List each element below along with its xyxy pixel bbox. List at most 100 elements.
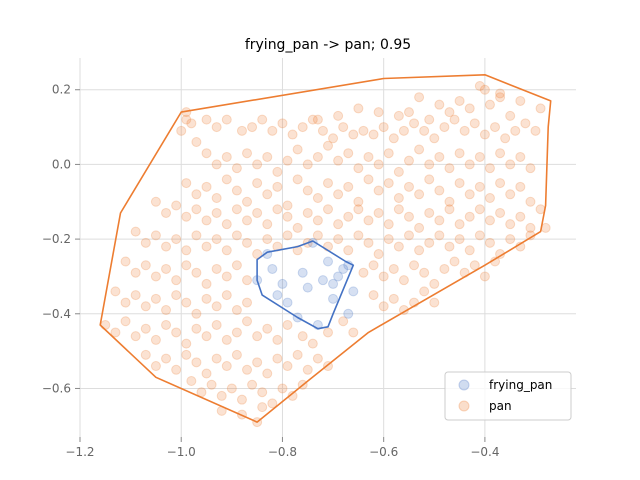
- point-pan: [221, 290, 232, 301]
- point-pan: [267, 398, 278, 409]
- point-pan: [181, 297, 192, 308]
- x-tick-label: −1.2: [65, 445, 94, 459]
- y-tick-label: 0.0: [52, 157, 71, 171]
- point-pan: [307, 114, 318, 125]
- point-pan: [464, 245, 475, 256]
- point-pan: [191, 230, 202, 241]
- point-pan: [161, 319, 172, 330]
- point-pan: [231, 204, 242, 215]
- point-pan: [211, 353, 222, 364]
- point-pan: [201, 293, 212, 304]
- point-pan: [444, 163, 455, 174]
- point-pan: [484, 163, 495, 174]
- point-pan: [140, 237, 151, 248]
- point-pan: [186, 118, 197, 129]
- x-tick-label: −0.4: [470, 445, 499, 459]
- point-pan: [464, 159, 475, 170]
- point-pan: [110, 286, 121, 297]
- point-pan: [479, 271, 490, 282]
- point-pan: [403, 181, 414, 192]
- point-pan: [181, 211, 192, 222]
- point-pan: [388, 293, 399, 304]
- point-pan: [201, 241, 212, 252]
- point-pan: [474, 230, 485, 241]
- legend-box: [444, 371, 572, 421]
- point-pan: [393, 204, 404, 215]
- point-pan: [505, 234, 516, 245]
- point-pan: [333, 110, 344, 121]
- x-tick-label: −0.8: [268, 445, 297, 459]
- point-pan: [439, 122, 450, 133]
- point-pan: [252, 207, 263, 218]
- point-pan: [409, 118, 420, 129]
- point-pan: [242, 275, 253, 286]
- point-pan: [495, 178, 506, 189]
- point-pan: [120, 316, 131, 327]
- point-pan: [201, 148, 212, 159]
- point-pan: [191, 267, 202, 278]
- point-pan: [231, 230, 242, 241]
- point-pan: [211, 207, 222, 218]
- point-pan: [348, 327, 359, 338]
- point-pan: [282, 361, 293, 372]
- point-pan: [495, 92, 506, 103]
- point-pan: [262, 219, 273, 230]
- point-pan: [495, 207, 506, 218]
- point-pan: [221, 114, 232, 125]
- point-pan: [181, 349, 192, 360]
- point-pan: [297, 331, 308, 342]
- point-pan: [272, 353, 283, 364]
- point-pan: [176, 125, 187, 136]
- point-pan: [312, 230, 323, 241]
- point-pan: [429, 278, 440, 289]
- point-pan: [186, 375, 197, 386]
- point-pan: [257, 114, 268, 125]
- point-pan: [161, 263, 172, 274]
- point-pan: [272, 166, 283, 177]
- point-pan: [484, 215, 495, 226]
- point-pan: [525, 222, 536, 233]
- point-pan: [150, 334, 161, 345]
- point-pan: [181, 245, 192, 256]
- point-pan: [414, 92, 425, 103]
- point-pan: [272, 181, 283, 192]
- legend-label-pan: pan: [489, 399, 512, 413]
- point-pan: [252, 159, 263, 170]
- point-pan: [525, 163, 536, 174]
- point-pan: [201, 215, 212, 226]
- point-pan: [454, 234, 465, 245]
- point-pan: [383, 148, 394, 159]
- point-pan: [282, 230, 293, 241]
- point-pan: [161, 353, 172, 364]
- point-pan: [444, 107, 455, 118]
- point-pan: [262, 151, 273, 162]
- point-pan: [161, 241, 172, 252]
- point-pan: [393, 193, 404, 204]
- point-pan: [267, 125, 278, 136]
- point-pan: [150, 230, 161, 241]
- point-pan: [221, 245, 232, 256]
- point-frying-pan: [328, 293, 339, 304]
- x-tick-label: −1.0: [167, 445, 196, 459]
- point-pan: [520, 118, 531, 129]
- point-pan: [252, 249, 263, 260]
- point-pan: [211, 301, 222, 312]
- point-pan: [140, 260, 151, 271]
- chart-marks: [100, 81, 551, 428]
- point-pan: [262, 234, 273, 245]
- point-pan: [287, 129, 298, 140]
- point-pan: [333, 234, 344, 245]
- point-pan: [403, 155, 414, 166]
- point-pan: [140, 323, 151, 334]
- point-pan: [424, 114, 435, 125]
- point-pan: [363, 237, 374, 248]
- point-frying-pan: [343, 308, 354, 319]
- point-pan: [393, 110, 404, 121]
- point-pan: [419, 286, 430, 297]
- point-pan: [262, 368, 273, 379]
- point-pan: [414, 245, 425, 256]
- point-pan: [242, 148, 253, 159]
- point-pan: [484, 193, 495, 204]
- point-pan: [216, 390, 227, 401]
